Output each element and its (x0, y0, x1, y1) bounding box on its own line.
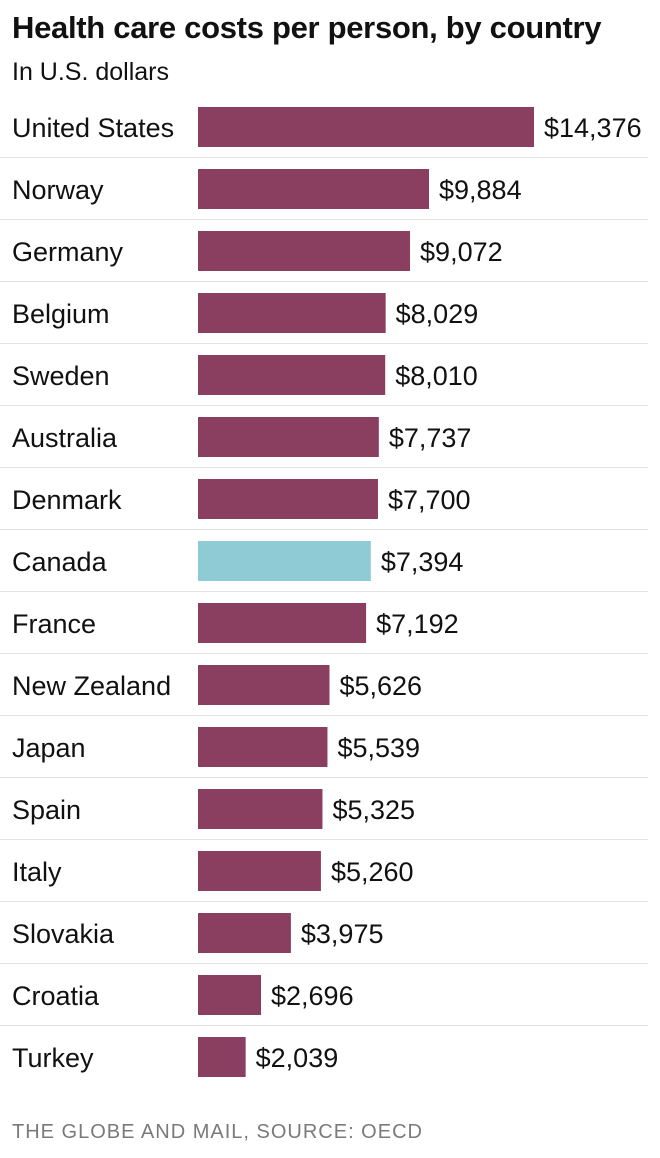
value-label: $5,325 (332, 795, 415, 825)
value-label: $9,884 (439, 175, 522, 205)
value-label: $8,010 (395, 361, 478, 391)
category-label: Canada (12, 547, 108, 577)
bar (198, 727, 328, 767)
bar (198, 169, 430, 209)
value-label: $3,975 (301, 919, 384, 949)
bar (198, 975, 262, 1015)
bar (198, 1037, 246, 1077)
bar-chart: United States $14,376 Norway $9,884 Germany $… (0, 107, 648, 1077)
category-label: Japan (12, 733, 86, 763)
category-label: Sweden (12, 361, 110, 391)
value-label: $7,192 (376, 609, 459, 639)
category-label: Norway (12, 175, 104, 205)
value-label: $2,696 (271, 981, 354, 1011)
bar (198, 355, 386, 395)
value-label: $2,039 (256, 1043, 339, 1073)
bar (198, 293, 386, 333)
bar (198, 541, 371, 581)
category-label: Germany (12, 237, 124, 267)
category-label: Italy (12, 857, 62, 887)
category-label: Turkey (12, 1043, 94, 1073)
bar (198, 665, 330, 705)
chart-title: Health care costs per person, by country (12, 10, 602, 45)
value-label: $5,626 (339, 671, 422, 701)
category-label: United States (12, 113, 174, 143)
value-label: $14,376 (544, 113, 642, 143)
bar (198, 107, 534, 147)
bar (198, 417, 379, 457)
category-label: Croatia (12, 981, 100, 1011)
category-label: Belgium (12, 299, 110, 329)
category-label: Spain (12, 795, 81, 825)
bar (198, 913, 291, 953)
bar (198, 789, 323, 829)
value-label: $7,394 (381, 547, 464, 577)
value-label: $5,260 (331, 857, 414, 887)
value-label: $7,737 (389, 423, 472, 453)
source-credit: THE GLOBE AND MAIL, SOURCE: OECD (12, 1121, 423, 1143)
bar (198, 231, 411, 271)
category-label: France (12, 609, 96, 639)
category-label: New Zealand (12, 671, 171, 701)
category-label: Slovakia (12, 919, 115, 949)
bar (198, 851, 321, 891)
value-label: $9,072 (420, 237, 503, 267)
chart-subtitle: In U.S. dollars (12, 58, 170, 86)
value-label: $5,539 (337, 733, 420, 763)
category-label: Denmark (12, 485, 122, 515)
bar (198, 603, 367, 643)
value-label: $7,700 (388, 485, 471, 515)
bar (198, 479, 378, 519)
value-label: $8,029 (396, 299, 479, 329)
category-label: Australia (12, 423, 118, 453)
